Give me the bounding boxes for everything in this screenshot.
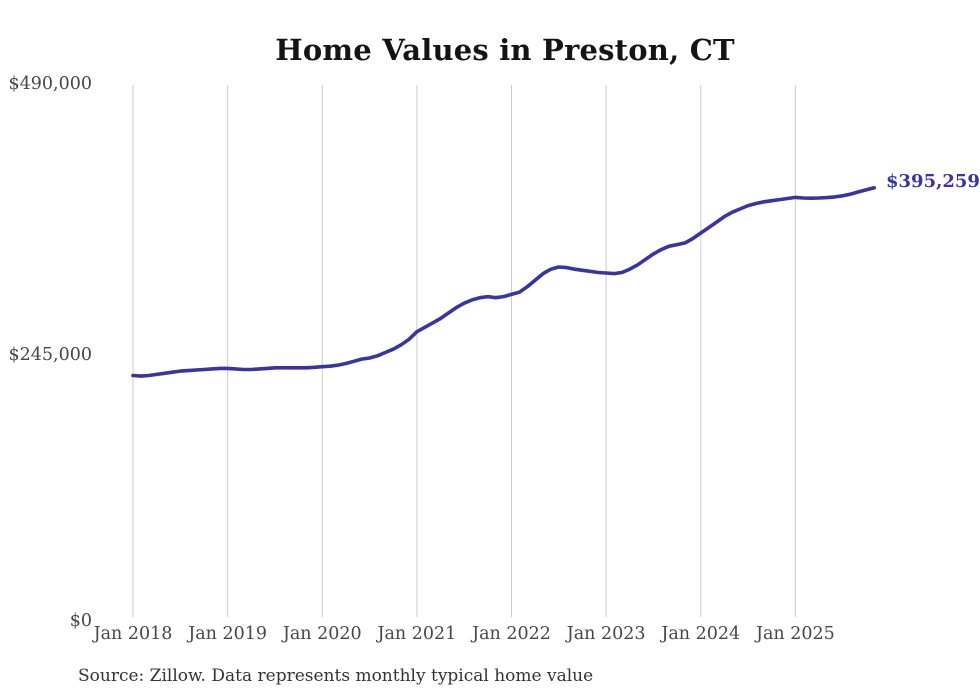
x-tick-label: Jan 2023 [566,624,646,644]
source-note: Source: Zillow. Data represents monthly … [78,666,594,686]
x-tick-label: Jan 2019 [188,624,268,644]
x-tick-label: Jan 2021 [377,624,457,644]
y-tick-label-490000: $490,000 [8,74,92,94]
gridlines [132,85,796,617]
y-tick-label-245000: $245,000 [8,345,92,365]
x-tick-label: Jan 2024 [661,624,741,644]
home-value-line [131,186,877,378]
chart-title: Home Values in Preston, CT [275,33,735,67]
x-tick-label: Jan 2022 [472,624,551,644]
latest-value-label: $395,259 [886,171,980,192]
y-tick-label-0: $0 [69,611,92,631]
x-tick-label: Jan 2025 [755,624,835,644]
x-tick-label: Jan 2020 [282,624,362,644]
x-tick-label: Jan 2018 [93,624,173,644]
